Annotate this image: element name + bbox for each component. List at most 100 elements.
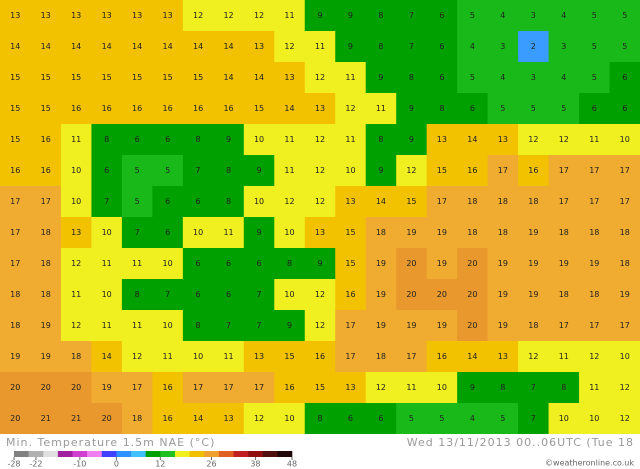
temperature-cell bbox=[518, 124, 550, 156]
temperature-label: 13 bbox=[41, 11, 51, 20]
temperature-label: 6 bbox=[196, 259, 201, 268]
temperature-label: 10 bbox=[437, 383, 447, 392]
temperature-label: 17 bbox=[620, 321, 630, 330]
temperature-label: 19 bbox=[376, 290, 386, 299]
temperature-label: 10 bbox=[193, 352, 203, 361]
temperature-label: 14 bbox=[10, 42, 20, 51]
temperature-cell bbox=[213, 310, 245, 342]
temperature-cell bbox=[609, 124, 640, 156]
temperature-cell bbox=[121, 248, 153, 280]
temperature-cell bbox=[274, 341, 306, 373]
temperature-label: 11 bbox=[163, 352, 173, 361]
temperature-label: 18 bbox=[620, 259, 630, 268]
temperature-label: 13 bbox=[345, 383, 355, 392]
temperature-cell bbox=[518, 372, 550, 404]
temperature-label: 10 bbox=[284, 228, 294, 237]
temperature-cell bbox=[579, 279, 611, 311]
temperature-cell bbox=[457, 0, 489, 32]
temperature-label: 12 bbox=[406, 166, 416, 175]
temperature-cell bbox=[548, 217, 580, 249]
temperature-label: 14 bbox=[467, 352, 477, 361]
temperature-label: 5 bbox=[592, 42, 597, 51]
temperature-label: 10 bbox=[163, 321, 173, 330]
temperature-cell bbox=[304, 31, 336, 63]
temperature-label: 11 bbox=[589, 383, 599, 392]
temperature-cell bbox=[213, 403, 245, 435]
temperature-label: 12 bbox=[620, 414, 630, 423]
temperature-cell bbox=[30, 248, 62, 280]
temperature-cell bbox=[91, 372, 123, 404]
temperature-label: 17 bbox=[559, 166, 569, 175]
temperature-cell bbox=[518, 310, 550, 342]
temperature-label: 7 bbox=[165, 290, 170, 299]
temperature-cell bbox=[213, 248, 245, 280]
temperature-cell bbox=[213, 372, 245, 404]
temperature-label: 14 bbox=[223, 42, 233, 51]
temperature-label: 11 bbox=[345, 135, 355, 144]
temperature-label: 6 bbox=[196, 290, 201, 299]
temperature-cell bbox=[30, 0, 62, 32]
temperature-label: 17 bbox=[559, 321, 569, 330]
temperature-label: 4 bbox=[470, 414, 475, 423]
temperature-label: 18 bbox=[528, 197, 538, 206]
temperature-label: 21 bbox=[71, 414, 81, 423]
temperature-label: 5 bbox=[470, 73, 475, 82]
temperature-label: 7 bbox=[409, 42, 414, 51]
temperature-label: 15 bbox=[345, 228, 355, 237]
temperature-label: 7 bbox=[409, 11, 414, 20]
temperature-cell bbox=[335, 62, 367, 94]
colorbar-swatch bbox=[131, 451, 146, 457]
temperature-label: 16 bbox=[284, 383, 294, 392]
temperature-label: 6 bbox=[439, 42, 444, 51]
temperature-cell bbox=[426, 310, 458, 342]
temperature-label: 13 bbox=[254, 352, 264, 361]
temperature-cell bbox=[274, 62, 306, 94]
temperature-label: 12 bbox=[559, 135, 569, 144]
temperature-label: 8 bbox=[500, 383, 505, 392]
temperature-cell bbox=[60, 124, 92, 156]
temperature-cell bbox=[396, 310, 428, 342]
temperature-label: 15 bbox=[71, 73, 81, 82]
temperature-cell bbox=[579, 186, 611, 218]
temperature-cell bbox=[182, 62, 214, 94]
temperature-cell bbox=[609, 93, 640, 125]
temperature-label: 11 bbox=[102, 259, 112, 268]
temperature-label: 19 bbox=[589, 259, 599, 268]
map-date: Wed 13/11/2013 00..06UTC (Tue 18 bbox=[407, 436, 634, 449]
temperature-label: 10 bbox=[163, 259, 173, 268]
temperature-label: 8 bbox=[287, 259, 292, 268]
temperature-cell bbox=[426, 403, 458, 435]
temperature-cell bbox=[518, 403, 550, 435]
temperature-cell bbox=[396, 155, 428, 187]
temperature-cell bbox=[0, 155, 31, 187]
colorbar-swatch bbox=[248, 451, 264, 457]
temperature-cell bbox=[457, 62, 489, 94]
temperature-cell bbox=[121, 0, 153, 32]
temperature-label: 6 bbox=[165, 197, 170, 206]
temperature-cell bbox=[609, 155, 640, 187]
temperature-label: 5 bbox=[622, 11, 627, 20]
temperature-label: 19 bbox=[528, 259, 538, 268]
temperature-cell bbox=[457, 124, 489, 156]
temperature-cell bbox=[396, 93, 428, 125]
temperature-cell bbox=[548, 341, 580, 373]
temperature-cell bbox=[487, 186, 519, 218]
temperature-label: 20 bbox=[467, 259, 477, 268]
temperature-label: 10 bbox=[102, 290, 112, 299]
temperature-label: 6 bbox=[135, 135, 140, 144]
temperature-cell bbox=[518, 341, 550, 373]
temperature-label: 15 bbox=[406, 197, 416, 206]
temperature-label: 5 bbox=[500, 414, 505, 423]
temperature-label: 6 bbox=[165, 135, 170, 144]
temperature-cell bbox=[487, 217, 519, 249]
temperature-cell bbox=[304, 279, 336, 311]
temperature-label: 19 bbox=[437, 259, 447, 268]
temperature-cell bbox=[579, 248, 611, 280]
temperature-label: 15 bbox=[163, 73, 173, 82]
temperature-label: 6 bbox=[592, 104, 597, 113]
temperature-label: 13 bbox=[498, 135, 508, 144]
temperature-label: 11 bbox=[284, 11, 294, 20]
temperature-cell bbox=[304, 217, 336, 249]
temperature-label: 15 bbox=[284, 352, 294, 361]
